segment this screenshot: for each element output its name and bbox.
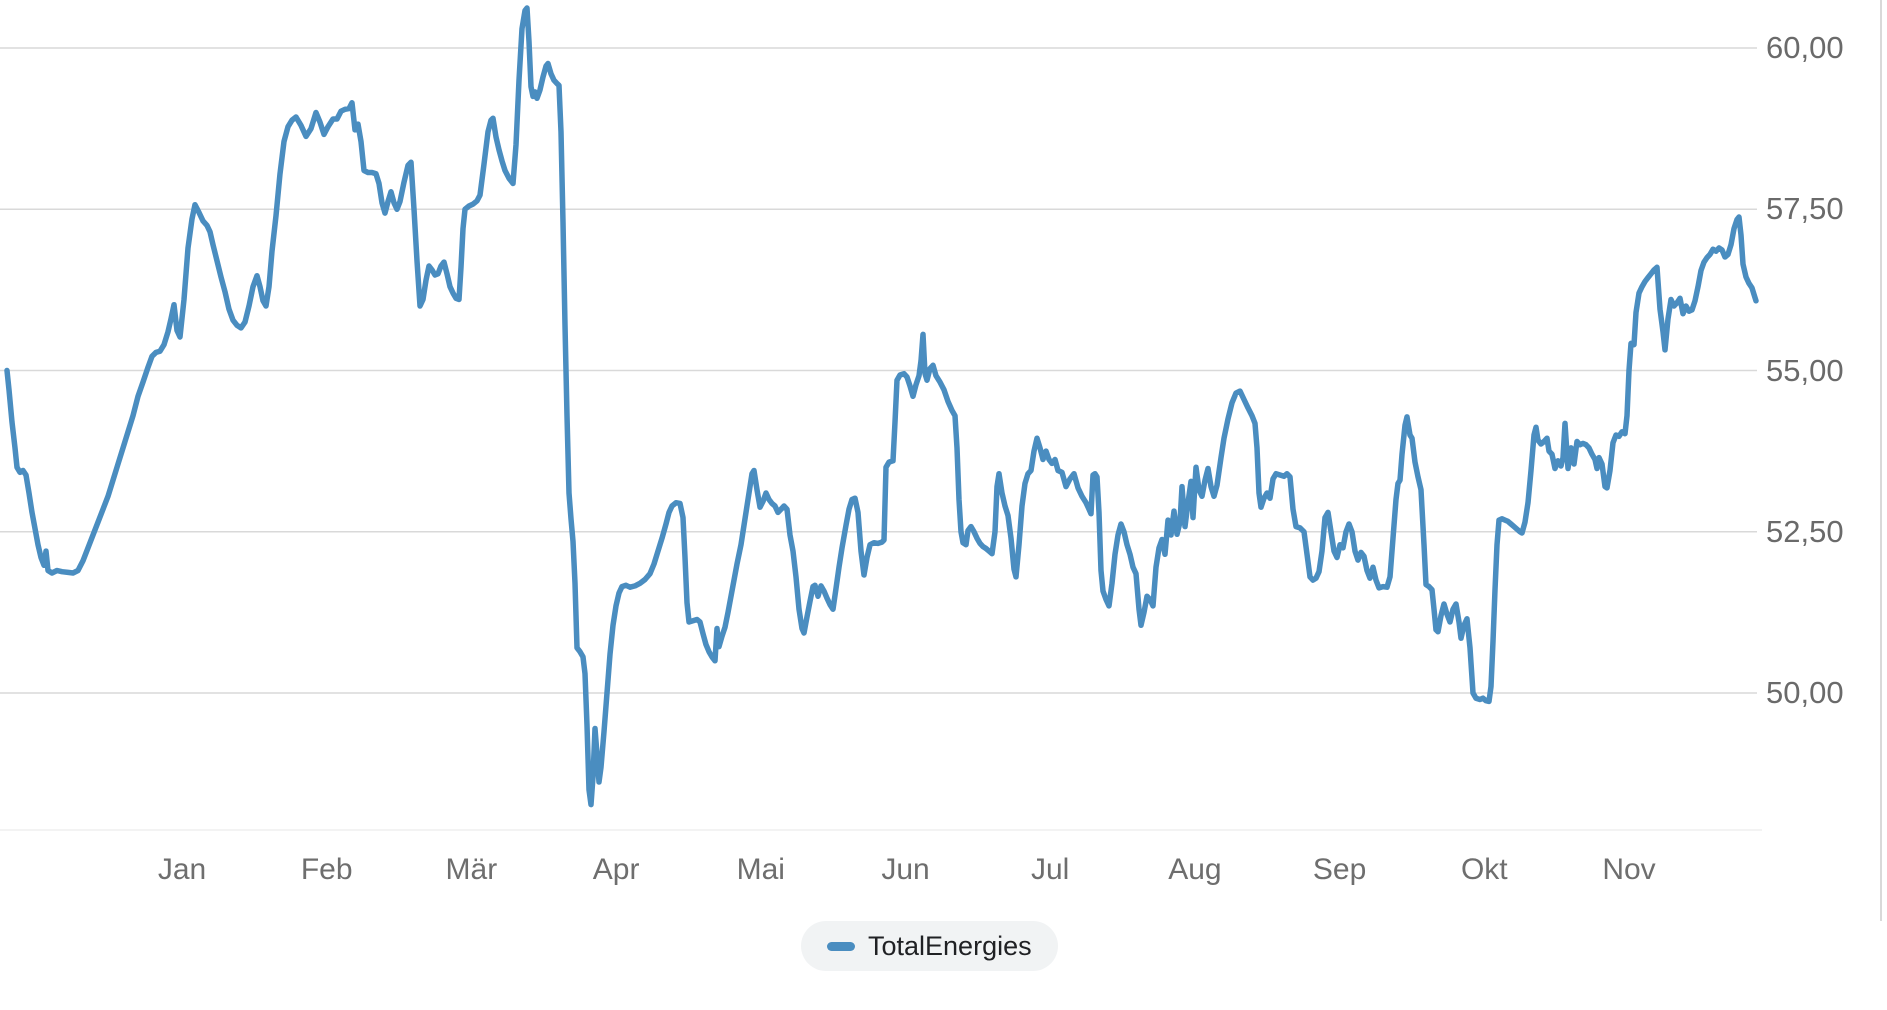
x-tick-label-jul: Jul xyxy=(1031,853,1070,886)
chart-frame xyxy=(0,0,1882,921)
x-tick-label-okt: Okt xyxy=(1460,853,1508,886)
x-tick-label-jan: Jan xyxy=(157,853,207,886)
x-tick-label-feb: Feb xyxy=(300,853,353,886)
x-tick-label-jun: Jun xyxy=(881,853,930,886)
x-tick-label-aug: Aug xyxy=(1168,853,1222,886)
legend-label: TotalEnergies xyxy=(868,931,1032,961)
y-tick-label: 60,00 xyxy=(1766,30,1844,65)
y-tick-label: 50,00 xyxy=(1766,675,1844,710)
x-tick-label-nov: Nov xyxy=(1602,853,1656,886)
y-tick-label: 55,00 xyxy=(1766,352,1844,388)
y-tick-label: 52,50 xyxy=(1766,513,1844,549)
x-tick-label-mai: Mai xyxy=(736,853,785,886)
legend-item-totalenergies[interactable]: TotalEnergies xyxy=(801,921,1058,971)
price-line[interactable] xyxy=(4,5,1759,808)
x-tick-label-sep: Sep xyxy=(1312,853,1367,886)
x-tick-label-mär: Mär xyxy=(445,853,498,886)
series-color-dash-icon xyxy=(827,941,855,951)
x-tick-label-apr: Apr xyxy=(592,853,640,886)
gridlines xyxy=(0,47,1757,694)
y-tick-label: 57,50 xyxy=(1766,191,1844,227)
price-line-series xyxy=(4,5,1759,808)
